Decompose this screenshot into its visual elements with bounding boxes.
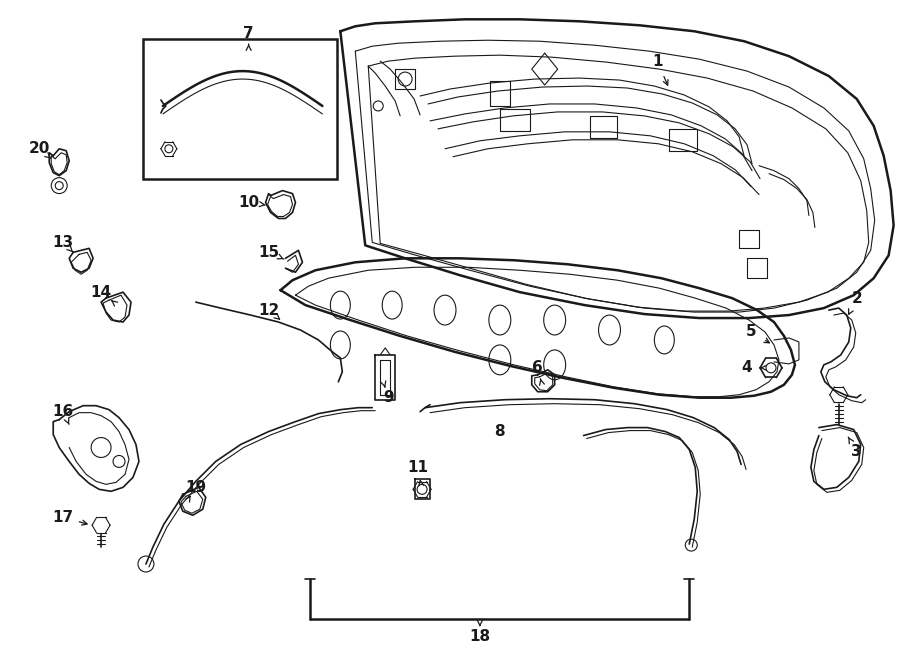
Text: 16: 16	[52, 404, 74, 419]
Text: 14: 14	[91, 285, 112, 299]
Text: 10: 10	[238, 195, 259, 210]
Text: 19: 19	[185, 480, 206, 495]
Text: 11: 11	[408, 460, 428, 475]
Text: 17: 17	[52, 510, 74, 525]
Text: 3: 3	[851, 444, 862, 459]
Bar	[143, 39, 338, 178]
Text: 5: 5	[746, 325, 756, 340]
Text: 13: 13	[52, 235, 74, 250]
Text: 12: 12	[258, 303, 279, 317]
Text: 6: 6	[533, 360, 543, 375]
Text: 9: 9	[382, 390, 393, 405]
Text: 4: 4	[742, 360, 752, 375]
Text: 7: 7	[243, 26, 254, 41]
Text: 1: 1	[652, 54, 662, 69]
Text: 15: 15	[258, 245, 279, 260]
Text: 2: 2	[851, 291, 862, 305]
Text: 18: 18	[469, 629, 491, 644]
Text: 8: 8	[494, 424, 505, 439]
Text: 20: 20	[29, 141, 50, 156]
